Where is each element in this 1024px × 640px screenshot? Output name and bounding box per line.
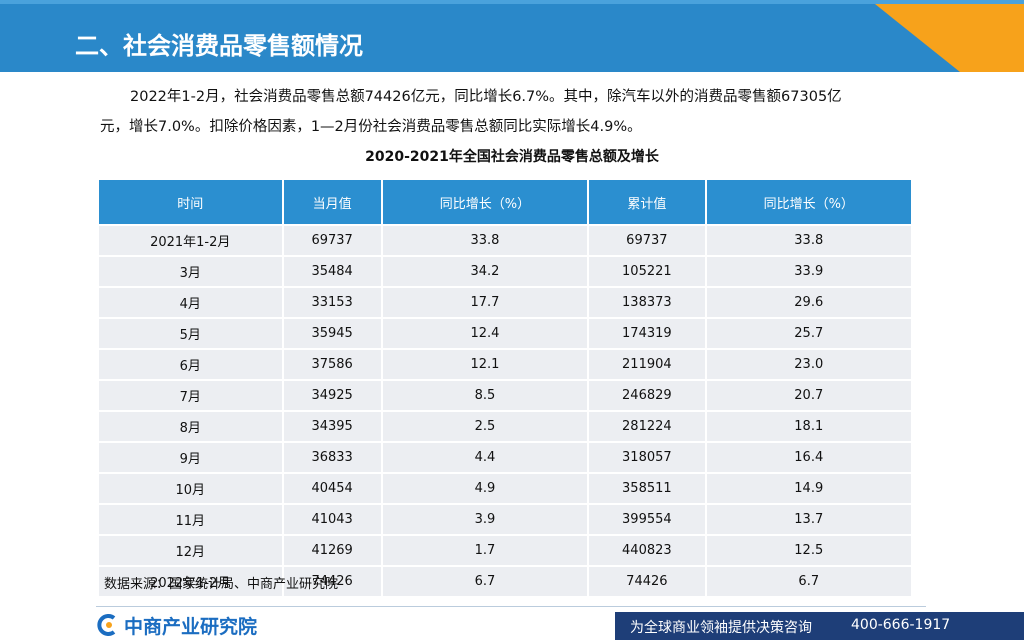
table-row: 6月 37586 12.1 211904 23.0 (97, 348, 914, 381)
table-cell: 33.9 (704, 255, 914, 288)
column-header: 时间 (97, 178, 284, 226)
column-header: 当月值 (281, 178, 383, 226)
table-row: 3月 35484 34.2 105221 33.9 (97, 255, 914, 288)
table-cell: 3月 (97, 255, 284, 288)
table-cell: 6.7 (380, 565, 590, 598)
paragraph-line: 2022年1-2月，社会消费品零售总额74426亿元，同比增长6.7%。其中，除… (130, 89, 842, 105)
table-cell: 35484 (281, 255, 383, 288)
table-cell: 8月 (97, 410, 284, 443)
footer-logo: 中商产业研究院 (124, 616, 258, 638)
table-cell: 29.6 (704, 286, 914, 319)
table-cell: 34395 (281, 410, 383, 443)
table-cell: 6.7 (704, 565, 914, 598)
column-header: 同比增长（%） (380, 178, 590, 226)
table-cell: 4月 (97, 286, 284, 319)
table-cell: 41043 (281, 503, 383, 536)
table-cell: 33153 (281, 286, 383, 319)
table-cell: 2.5 (380, 410, 590, 443)
table-cell: 69737 (281, 224, 383, 257)
table-cell: 12.5 (704, 534, 914, 567)
table-cell: 33.8 (380, 224, 590, 257)
table-cell: 13.7 (704, 503, 914, 536)
table-cell: 12.4 (380, 317, 590, 350)
table-cell: 34925 (281, 379, 383, 412)
paragraph: 2022年1-2月，社会消费品零售总额74426亿元，同比增长6.7%。其中，除… (100, 82, 842, 142)
table-cell: 211904 (587, 348, 707, 381)
table-cell: 33.8 (704, 224, 914, 257)
table-cell: 12.1 (380, 348, 590, 381)
table-cell: 17.7 (380, 286, 590, 319)
table-cell: 440823 (587, 534, 707, 567)
header-bar (0, 0, 1024, 72)
table-cell: 3.9 (380, 503, 590, 536)
table-cell: 37586 (281, 348, 383, 381)
table-row: 2022年1-2月 74426 6.7 74426 6.7 (97, 565, 914, 598)
table-cell: 2022年1-2月 (97, 565, 284, 598)
table-cell: 105221 (587, 255, 707, 288)
table-cell: 18.1 (704, 410, 914, 443)
table-row: 12月 41269 1.7 440823 12.5 (97, 534, 914, 567)
table-cell: 4.4 (380, 441, 590, 474)
table-row: 10月 40454 4.9 358511 14.9 (97, 472, 914, 505)
table-cell: 23.0 (704, 348, 914, 381)
table-cell: 138373 (587, 286, 707, 319)
table-cell: 25.7 (704, 317, 914, 350)
table-row: 2021年1-2月 69737 33.8 69737 33.8 (97, 224, 914, 257)
table-cell: 12月 (97, 534, 284, 567)
data-table: 时间 当月值 同比增长（%） 累计值 同比增长（%） 2021年1-2月 69737 33.8… (97, 178, 914, 598)
table-row: 5月 35945 12.4 174319 25.7 (97, 317, 914, 350)
table-row: 11月 41043 3.9 399554 13.7 (97, 503, 914, 536)
footer-bar: 为全球商业领袖提供决策咨询 400-666-1917 (615, 612, 1024, 640)
footer-slogan: 为全球商业领袖提供决策咨询 (630, 620, 812, 636)
table-cell: 41269 (281, 534, 383, 567)
table-cell: 2021年1-2月 (97, 224, 284, 257)
table-cell: 318057 (587, 441, 707, 474)
table-cell: 399554 (587, 503, 707, 536)
table-cell: 5月 (97, 317, 284, 350)
table-row: 4月 33153 17.7 138373 29.6 (97, 286, 914, 319)
footer-phone: 400-666-1917 (851, 617, 951, 633)
table-cell: 36833 (281, 441, 383, 474)
table-cell: 1.7 (380, 534, 590, 567)
column-header: 累计值 (587, 178, 707, 226)
table-cell: 20.7 (704, 379, 914, 412)
table-row: 9月 36833 4.4 318057 16.4 (97, 441, 914, 474)
table-cell: 246829 (587, 379, 707, 412)
table-cell: 14.9 (704, 472, 914, 505)
table-title: 2020-2021年全国社会消费品零售总额及增长 (365, 149, 659, 165)
table-row: 7月 34925 8.5 246829 20.7 (97, 379, 914, 412)
footer-rule (96, 606, 926, 607)
table-row: 8月 34395 2.5 281224 18.1 (97, 410, 914, 443)
table-cell: 4.9 (380, 472, 590, 505)
table-cell: 8.5 (380, 379, 590, 412)
table-cell: 11月 (97, 503, 284, 536)
logo-icon (97, 614, 116, 636)
table-cell: 69737 (587, 224, 707, 257)
table-cell: 74426 (281, 565, 383, 598)
paragraph-line: 元，增长7.0%。扣除价格因素，1—2月份社会消费品零售总额同比实际增长4.9%… (100, 119, 642, 135)
table-cell: 16.4 (704, 441, 914, 474)
column-header: 同比增长（%） (704, 178, 914, 226)
header-title: 二、社会消费品零售额情况 (75, 32, 363, 60)
table-cell: 74426 (587, 565, 707, 598)
table-cell: 35945 (281, 317, 383, 350)
table-cell: 174319 (587, 317, 707, 350)
source: 数据来源：国家统计局、中商产业研究院 (104, 577, 339, 592)
table-cell: 281224 (587, 410, 707, 443)
table-cell: 9月 (97, 441, 284, 474)
table-cell: 7月 (97, 379, 284, 412)
table-cell: 6月 (97, 348, 284, 381)
table-cell: 40454 (281, 472, 383, 505)
table-cell: 34.2 (380, 255, 590, 288)
table-cell: 10月 (97, 472, 284, 505)
table-cell: 358511 (587, 472, 707, 505)
